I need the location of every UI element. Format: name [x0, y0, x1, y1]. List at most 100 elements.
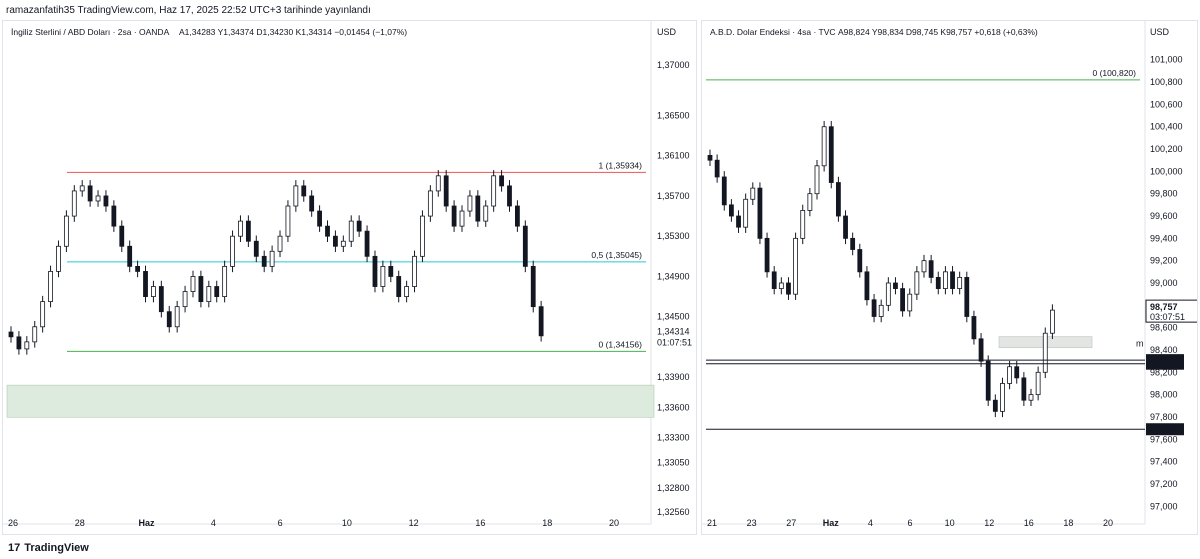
candle-body [420, 215, 425, 257]
candle-body [71, 190, 77, 217]
date-tick-label: Haz [823, 518, 840, 528]
price-tick-label: 97,000 [1150, 501, 1178, 511]
price-tick-label: 98,200 [1150, 367, 1178, 377]
candle-body [1014, 366, 1020, 379]
ohlc-readout: A1,34283 Y1,34374 D1,34230 K1,34314 −0,0… [179, 27, 407, 37]
candle-body [522, 225, 528, 267]
candle-body [807, 193, 813, 211]
candle-body [1000, 383, 1005, 412]
candle-body [814, 165, 820, 195]
candle-body [714, 159, 720, 178]
last-price-badge [1145, 299, 1197, 323]
candle-body [850, 237, 856, 250]
candle-body [340, 240, 346, 247]
candle-body [174, 306, 180, 328]
candle-body [515, 205, 520, 227]
candle-body [857, 249, 863, 273]
publish-info-text: ramazanfatih35 TradingView.com, Haz 17, … [6, 5, 371, 16]
candle-body [79, 185, 85, 192]
price-tick-label: 1,36500 [657, 110, 690, 120]
candle-body [914, 271, 920, 295]
price-tick-label: 99,800 [1150, 189, 1178, 199]
date-tick-label: 4 [868, 518, 873, 528]
candle-body [1021, 377, 1027, 401]
candle-body [56, 245, 61, 272]
candle-body [333, 235, 338, 247]
currency-label: USD [657, 27, 677, 37]
price-tick-label: 1,34500 [657, 312, 690, 322]
candle-body [143, 271, 148, 297]
last-price-countdown: 01:07:51 [657, 337, 692, 347]
price-tick-label: 99,200 [1150, 256, 1178, 266]
price-flag-label: 98,277 [1149, 359, 1177, 369]
currency-label: USD [1150, 27, 1170, 37]
price-tick-label: 1,36100 [657, 151, 690, 161]
candle-body [198, 276, 204, 303]
candle-body [404, 286, 410, 297]
price-tick-label: 98,600 [1150, 323, 1178, 333]
candle-body [771, 271, 777, 289]
last-price-label: 98,757 [1150, 302, 1178, 312]
candle-body [32, 326, 38, 343]
candle-body [277, 235, 283, 252]
dxy-chart-panel[interactable]: USD 101,000 100,800 100,600 100,400 100,200 10… [701, 20, 1198, 535]
dxy-chart[interactable]: USD 101,000 100,800 100,600 100,400 100,200 10… [702, 21, 1197, 534]
candle-body [878, 304, 884, 317]
candle-body [800, 210, 806, 239]
candle-body [87, 185, 93, 202]
date-tick-label: 23 [747, 518, 757, 528]
price-tick-label: 1,35700 [657, 191, 690, 201]
price-tick-label: 97,800 [1150, 412, 1178, 422]
candle-body [942, 271, 948, 289]
candle-body [1035, 371, 1041, 396]
candle-body [907, 293, 913, 312]
gbpusd-chart[interactable]: USD 1,37000 1,36500 1,36100 1,35700 1,35300 1,… [3, 21, 696, 534]
candle-body [364, 230, 370, 257]
candle-body [707, 155, 713, 161]
candle-body [63, 215, 69, 247]
fib-level-label: 0 (1,34156) [599, 339, 643, 349]
tradingview-logo[interactable]: 17 TradingView [8, 542, 89, 554]
price-tick-label: 100,200 [1150, 144, 1183, 154]
candle-body [483, 205, 489, 222]
fib-level-label: 0 (100,820) [1093, 68, 1137, 78]
marker-text: m [1136, 339, 1144, 349]
price-tick-label: 100,600 [1150, 99, 1183, 109]
candle-body [728, 204, 734, 217]
price-flag-badge [1146, 357, 1184, 370]
candle-body [835, 182, 841, 217]
candle-body [40, 301, 46, 328]
candle-body [301, 185, 307, 197]
price-tick-label: 1,37000 [657, 60, 690, 70]
date-tick-label: 12 [409, 518, 419, 528]
candle-body [451, 205, 457, 227]
date-tick-label: 16 [475, 518, 485, 528]
candle-body [821, 126, 827, 167]
candle-body [443, 175, 449, 207]
date-tick-label: Haz [139, 518, 156, 528]
candle-body [992, 399, 998, 412]
candle-body [721, 176, 727, 206]
candle-body [475, 195, 481, 222]
candle-body [158, 286, 164, 313]
candle-body [427, 190, 433, 217]
highlight-zone [6, 384, 655, 418]
price-tick-label: 97,200 [1150, 479, 1178, 489]
candle-body [348, 220, 354, 242]
date-tick-label: 28 [75, 518, 85, 528]
date-tick-label: 27 [786, 518, 796, 528]
price-tick-label: 1,32800 [657, 483, 690, 493]
candle-body [103, 195, 109, 207]
price-tick-label: 1,32560 [657, 507, 690, 517]
candle-body [261, 255, 267, 267]
candle-body [893, 282, 898, 289]
candle-body [190, 276, 196, 292]
candle-body [119, 225, 125, 247]
candle-body [828, 126, 834, 183]
candle-body [786, 282, 791, 295]
price-tick-label: 97,400 [1150, 457, 1178, 467]
candle-body [499, 175, 504, 187]
candle-body [957, 277, 963, 289]
price-tick-label: 1,33900 [657, 372, 690, 382]
gbpusd-chart-panel[interactable]: USD 1,37000 1,36500 1,36100 1,35700 1,35300 1,… [2, 20, 697, 535]
